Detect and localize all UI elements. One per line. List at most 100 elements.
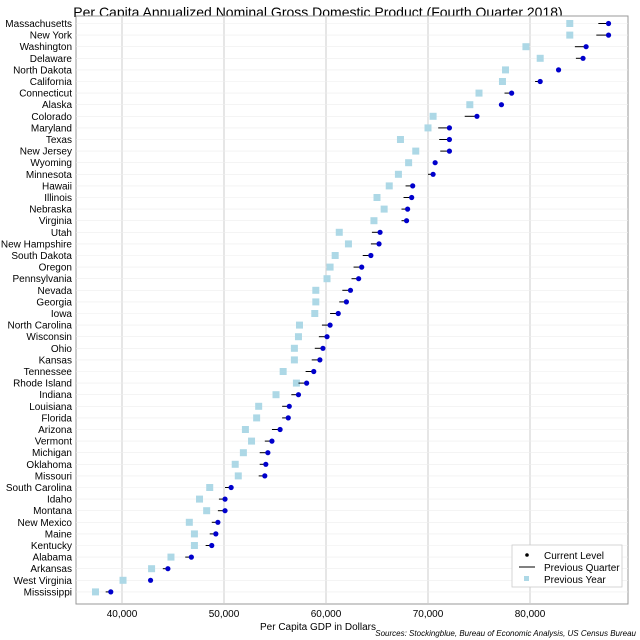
state-label: Pennsylvania <box>13 274 73 285</box>
state-label: Oklahoma <box>26 460 72 471</box>
current-level-marker <box>498 102 505 108</box>
state-label: Missouri <box>35 471 72 482</box>
legend-current-label: Current Level <box>544 551 604 562</box>
state-label: Indiana <box>39 390 72 401</box>
previous-year-marker <box>312 286 320 294</box>
current-level-marker <box>209 542 215 549</box>
state-label: Maine <box>45 529 73 540</box>
previous-year-marker <box>424 124 432 132</box>
current-level-marker <box>368 252 374 259</box>
legend-previous-year-label: Previous Year <box>544 575 606 586</box>
current-level-marker <box>188 554 194 560</box>
previous-year-marker <box>344 240 352 248</box>
x-axis-title: Per Capita GDP in Dollars <box>260 622 376 633</box>
previous-year-marker <box>323 275 331 283</box>
current-level-marker <box>265 450 271 456</box>
previous-year-marker <box>331 252 339 259</box>
current-level-marker <box>405 206 411 212</box>
current-level-marker <box>537 78 543 85</box>
current-level-marker <box>327 322 333 328</box>
state-label: New Mexico <box>18 518 73 529</box>
legend: Current Level Previous Quarter Previous … <box>511 544 623 588</box>
current-level-marker <box>108 589 114 595</box>
state-label: West Virginia <box>13 576 72 587</box>
previous-year-marker <box>405 159 413 167</box>
state-label: New York <box>30 31 73 42</box>
current-level-marker <box>213 531 219 537</box>
state-label: Vermont <box>35 437 72 448</box>
current-level-marker <box>222 496 228 502</box>
current-level-marker <box>377 229 383 235</box>
previous-year-marker <box>292 379 300 387</box>
current-level-marker <box>432 160 438 166</box>
state-label: North Carolina <box>8 321 73 332</box>
current-level-marker <box>474 113 480 119</box>
previous-year-marker <box>253 414 261 422</box>
current-level-marker <box>263 461 269 467</box>
previous-year-marker <box>119 576 127 584</box>
previous-year-marker <box>167 553 175 561</box>
state-label: Wisconsin <box>26 332 72 343</box>
state-label: Illinois <box>44 193 72 204</box>
state-label: Oregon <box>39 263 72 274</box>
current-level-marker <box>147 577 154 583</box>
current-level-marker <box>165 566 171 572</box>
previous-year-marker <box>185 518 193 526</box>
previous-year-marker <box>566 31 574 39</box>
current-level-marker <box>343 299 349 305</box>
legend-current-marker <box>525 553 529 557</box>
current-level-marker <box>269 438 275 444</box>
state-label: Wyoming <box>30 158 72 169</box>
state-label: Alabama <box>33 553 73 564</box>
state-label: Montana <box>33 506 72 517</box>
current-level-marker <box>320 345 326 351</box>
state-label: Texas <box>46 135 72 146</box>
current-level-marker <box>324 334 330 340</box>
current-level-marker <box>605 32 612 38</box>
previous-year-marker <box>536 54 544 62</box>
previous-year-marker <box>241 426 249 433</box>
state-label: Kentucky <box>31 541 72 552</box>
previous-year-marker <box>239 449 247 457</box>
previous-year-marker <box>148 565 156 573</box>
previous-year-marker <box>290 344 298 352</box>
previous-year-marker <box>91 588 99 596</box>
state-label: Florida <box>41 413 72 424</box>
current-level-marker <box>446 125 453 131</box>
source-note: Sources: Stockingblue, Bureau of Economi… <box>375 629 636 638</box>
previous-year-marker <box>196 495 204 503</box>
state-label: Hawaii <box>42 181 72 192</box>
current-level-marker <box>580 55 586 61</box>
state-label: Nevada <box>38 286 73 297</box>
state-label: Arizona <box>38 425 72 436</box>
previous-year-marker <box>429 112 437 120</box>
state-label: Colorado <box>31 112 72 123</box>
state-label: Louisiana <box>29 402 72 413</box>
current-level-marker <box>262 473 268 479</box>
previous-year-marker <box>380 205 388 213</box>
state-label: Iowa <box>51 309 73 320</box>
previous-year-marker <box>203 507 211 515</box>
current-level-marker <box>430 171 436 177</box>
state-label: California <box>30 77 73 88</box>
state-label: New Hampshire <box>1 239 73 250</box>
state-label: Michigan <box>32 448 72 459</box>
previous-year-marker <box>279 368 287 375</box>
state-label: Minnesota <box>26 170 73 181</box>
previous-year-marker <box>475 89 483 97</box>
previous-year-marker <box>498 78 506 85</box>
previous-year-marker <box>295 321 303 329</box>
x-tick-labels: 40,000 50,000 60,000 70,000 80,000 <box>107 609 546 620</box>
previous-year-marker <box>234 472 242 480</box>
previous-year-marker <box>190 542 198 549</box>
previous-year-marker <box>272 391 280 399</box>
x-tick-label: 80,000 <box>515 609 546 620</box>
current-level-marker <box>304 380 310 386</box>
state-label: Idaho <box>47 495 72 506</box>
state-label: Maryland <box>31 123 72 134</box>
previous-year-marker <box>326 263 334 271</box>
previous-year-marker <box>335 228 343 236</box>
previous-year-marker <box>190 530 198 538</box>
